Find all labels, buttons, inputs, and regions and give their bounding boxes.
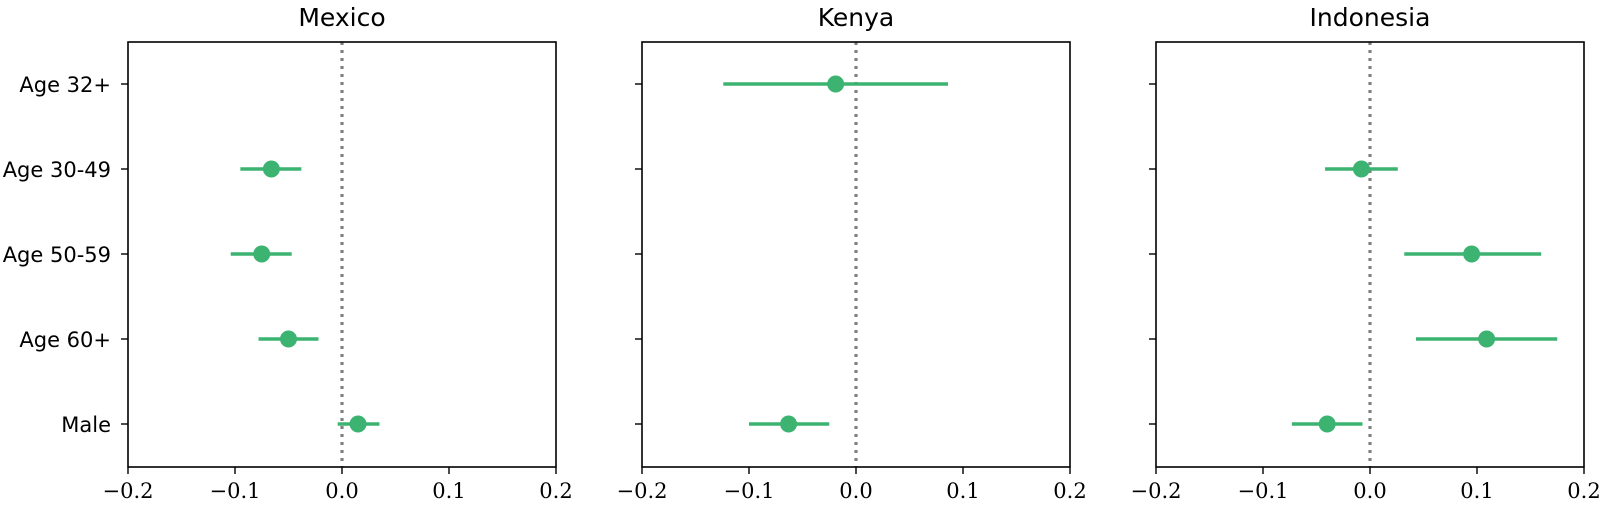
y-category-label: Age 50-59 xyxy=(3,243,111,267)
axes-frame xyxy=(127,41,557,468)
y-category-label: Age 32+ xyxy=(19,73,111,97)
axes-frame xyxy=(641,41,1071,468)
panel-title: Kenya xyxy=(818,3,895,32)
x-tick-label: −0.2 xyxy=(103,479,154,503)
y-category-label: Male xyxy=(61,413,111,437)
x-tick-label: 0.1 xyxy=(432,479,465,503)
estimate-point xyxy=(780,415,798,433)
estimate-point xyxy=(349,415,367,433)
estimate-point xyxy=(253,245,271,263)
panel-title: Mexico xyxy=(298,3,385,32)
x-tick-label: 0.1 xyxy=(946,479,979,503)
estimate-point xyxy=(1352,160,1370,178)
x-tick-label: 0.2 xyxy=(1567,479,1600,503)
x-tick-label: 0.1 xyxy=(1460,479,1493,503)
panel-title: Indonesia xyxy=(1310,3,1431,32)
estimate-point xyxy=(280,330,297,348)
x-tick-label: 0.2 xyxy=(539,479,572,503)
panel-mexico: −0.2 −0.1 0.0 0.1 0.2 Age 32+ Age 30-49 Age 50-… xyxy=(3,3,573,503)
estimate-point xyxy=(262,160,280,178)
x-tick-label: 0.0 xyxy=(839,479,872,503)
x-tick-label: 0.0 xyxy=(1353,479,1386,503)
estimate-point xyxy=(1318,415,1336,433)
x-tick-label: −0.2 xyxy=(617,479,668,503)
x-tick-label: −0.1 xyxy=(724,479,775,503)
estimate-point xyxy=(1463,245,1481,263)
x-tick-label: 0.2 xyxy=(1053,479,1086,503)
y-category-label: Age 30-49 xyxy=(3,158,111,182)
x-tick-label: 0.0 xyxy=(325,479,358,503)
x-tick-label: −0.1 xyxy=(1238,479,1289,503)
estimate-point xyxy=(827,75,845,93)
axes-frame xyxy=(1155,41,1585,468)
y-category-label: Age 60+ xyxy=(19,328,111,352)
estimate-point xyxy=(1478,330,1496,348)
x-tick-label: −0.1 xyxy=(210,479,261,503)
x-tick-label: −0.2 xyxy=(1131,479,1182,503)
panel-kenya: −0.2 −0.1 0.0 0.1 0.2 Kenya xyxy=(617,3,1087,503)
panel-indonesia: −0.2 −0.1 0.0 0.1 0.2 Indonesia xyxy=(1131,3,1600,503)
